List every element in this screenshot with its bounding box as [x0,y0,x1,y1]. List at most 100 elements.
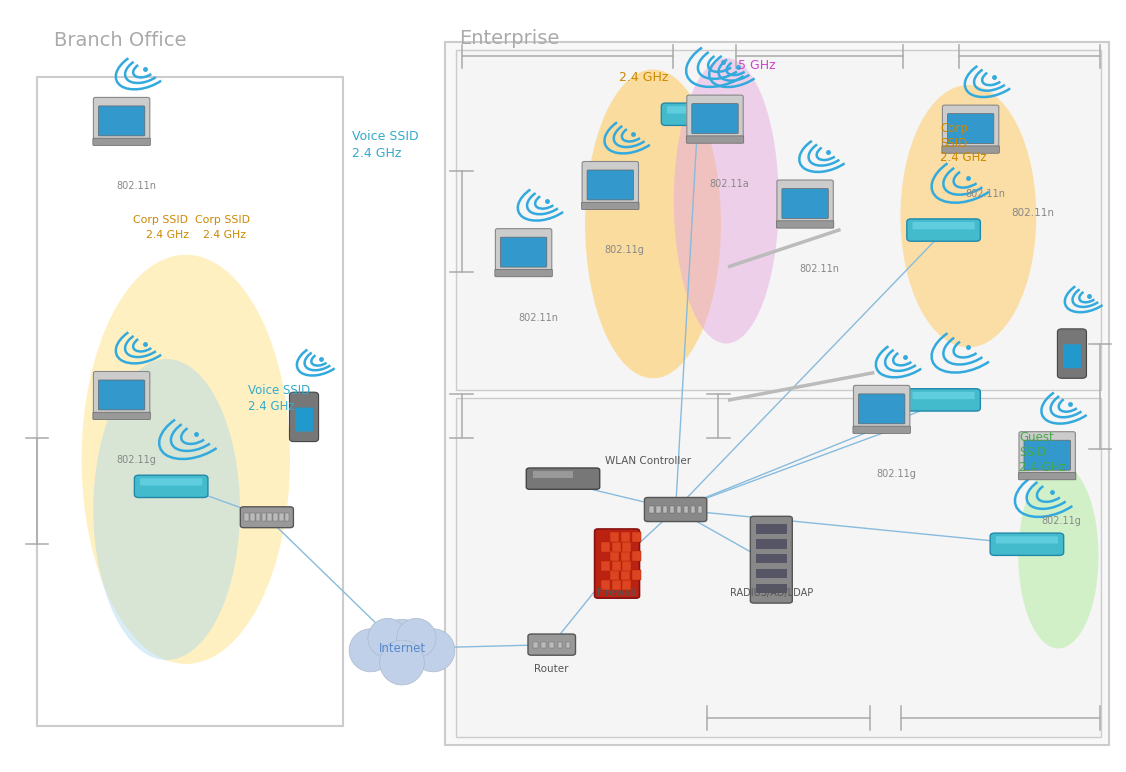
FancyBboxPatch shape [528,634,575,655]
Bar [611,560,620,571]
Text: Voice SSID: Voice SSID [248,384,310,398]
Bar [670,506,674,513]
Bar [261,513,266,521]
FancyBboxPatch shape [947,113,994,144]
Bar [250,513,254,521]
Bar [285,513,289,521]
FancyBboxPatch shape [781,188,829,218]
FancyBboxPatch shape [295,408,313,432]
Ellipse shape [368,618,408,658]
FancyBboxPatch shape [456,398,1101,737]
FancyBboxPatch shape [595,529,640,598]
Text: Internet: Internet [378,642,426,655]
Ellipse shape [1018,463,1099,648]
Bar [601,580,610,590]
Bar [601,560,610,571]
Bar [268,513,272,521]
Text: 2.4 GHz: 2.4 GHz [940,151,986,164]
FancyBboxPatch shape [581,202,640,210]
FancyBboxPatch shape [777,180,833,223]
Text: 802.11g: 802.11g [116,455,155,466]
Bar [623,560,632,571]
Bar [623,542,632,552]
Ellipse shape [93,359,240,660]
FancyBboxPatch shape [644,497,707,522]
FancyBboxPatch shape [912,392,975,399]
FancyBboxPatch shape [587,170,634,200]
FancyBboxPatch shape [1057,329,1087,378]
FancyBboxPatch shape [1018,472,1076,480]
Text: 802.11g: 802.11g [876,469,915,479]
Bar [610,571,619,581]
FancyBboxPatch shape [495,229,552,272]
Bar [610,532,619,542]
Text: Enterprise: Enterprise [459,29,560,49]
Bar [274,513,278,521]
Bar [756,524,787,533]
Text: 2.4 GHz    2.4 GHz: 2.4 GHz 2.4 GHz [146,230,247,240]
Bar [677,506,681,513]
FancyBboxPatch shape [912,222,975,229]
Bar [542,642,546,648]
Text: Branch Office: Branch Office [54,31,187,50]
FancyBboxPatch shape [98,106,145,136]
FancyBboxPatch shape [661,103,735,125]
Ellipse shape [396,618,436,658]
Text: 802.11a: 802.11a [709,179,749,189]
Ellipse shape [373,619,431,678]
Bar [279,513,284,521]
FancyBboxPatch shape [854,385,910,428]
FancyBboxPatch shape [240,507,294,528]
FancyBboxPatch shape [691,103,739,134]
Text: 802.11n: 802.11n [518,313,558,323]
Bar [756,554,787,564]
Bar [656,506,661,513]
Bar [620,532,631,542]
Bar [533,471,573,478]
FancyBboxPatch shape [1019,432,1075,475]
Bar [610,551,619,561]
FancyBboxPatch shape [906,219,981,241]
Bar [663,506,668,513]
Text: SSID: SSID [940,137,967,150]
Bar [632,551,641,561]
Text: 802.11n: 802.11n [965,189,1006,199]
Bar [557,642,562,648]
Bar [756,540,787,549]
Bar [756,569,787,578]
FancyBboxPatch shape [526,468,600,489]
Ellipse shape [673,58,779,344]
FancyBboxPatch shape [686,136,744,144]
Bar [620,551,631,561]
FancyBboxPatch shape [37,77,343,726]
FancyBboxPatch shape [687,95,743,138]
Bar [565,642,571,648]
FancyBboxPatch shape [667,107,730,113]
FancyBboxPatch shape [942,105,999,148]
FancyBboxPatch shape [456,50,1101,390]
Text: 2.4 GHz: 2.4 GHz [352,147,402,160]
Bar [611,580,620,590]
Text: Corp SSID  Corp SSID: Corp SSID Corp SSID [133,215,250,225]
Text: Router: Router [535,664,569,674]
Bar [244,513,249,521]
Text: SSID: SSID [1019,446,1046,459]
Ellipse shape [586,69,721,378]
FancyBboxPatch shape [92,412,151,420]
FancyBboxPatch shape [582,161,638,205]
Ellipse shape [379,640,425,685]
FancyBboxPatch shape [776,221,834,229]
Bar [683,506,688,513]
Text: 802.11n: 802.11n [116,181,157,191]
FancyBboxPatch shape [995,537,1058,543]
Text: Firewall: Firewall [597,588,637,598]
Text: 802.11n: 802.11n [1011,208,1054,218]
FancyBboxPatch shape [289,392,319,442]
Text: Corp: Corp [940,122,968,135]
Bar [649,506,653,513]
Ellipse shape [81,255,291,664]
FancyBboxPatch shape [1063,344,1081,368]
FancyBboxPatch shape [93,371,150,415]
Bar [549,642,554,648]
Ellipse shape [901,85,1036,347]
